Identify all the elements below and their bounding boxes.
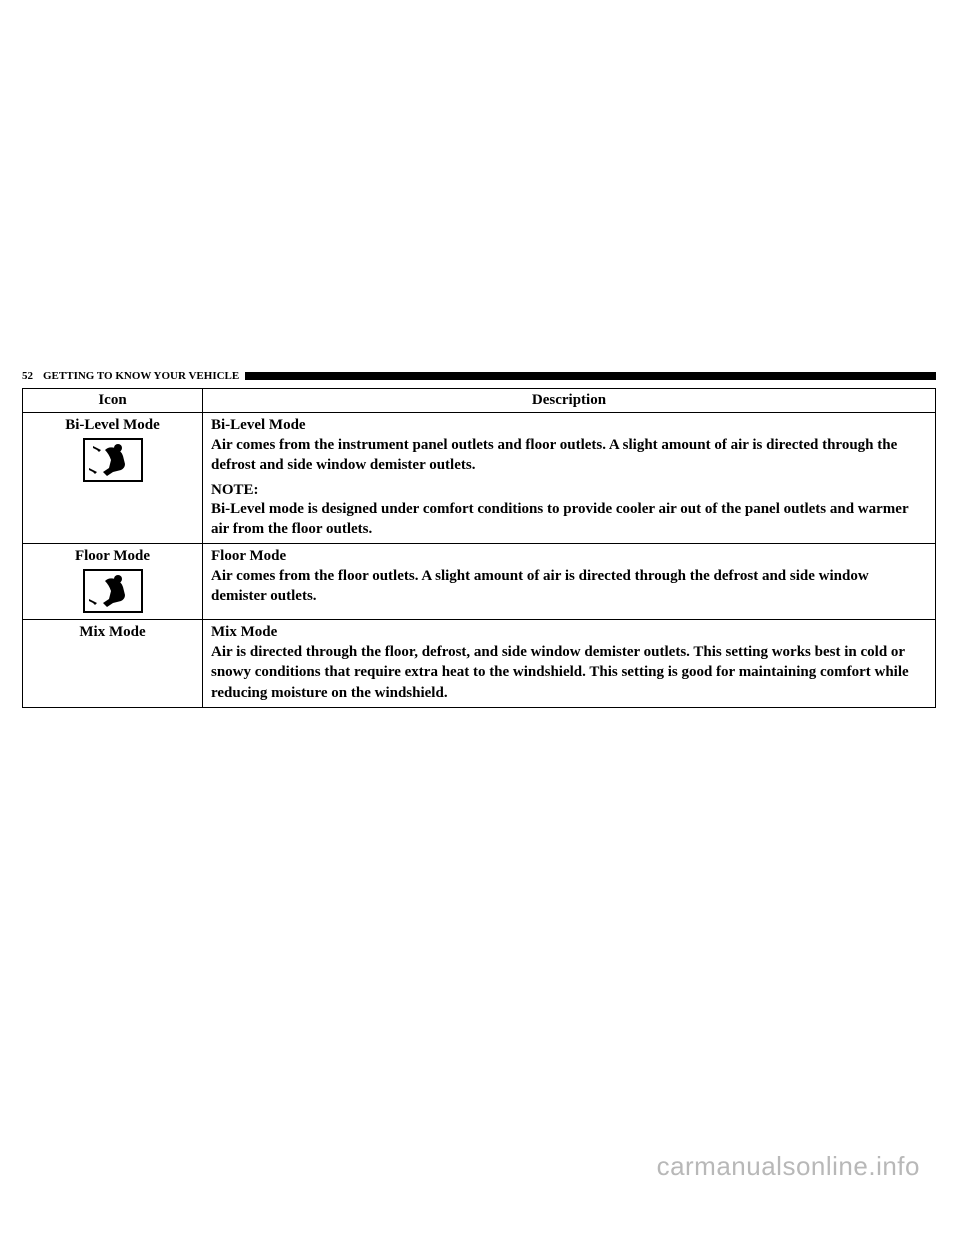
note-label: NOTE:: [211, 482, 927, 499]
page-content: 52 GETTING TO KNOW YOUR VEHICLE Icon Des…: [0, 0, 960, 708]
icon-label: Mix Mode: [31, 624, 194, 641]
description-cell: Bi-Level Mode Air comes from the instrum…: [203, 413, 936, 544]
description-title: Bi-Level Mode: [211, 417, 927, 434]
icon-cell: Bi-Level Mode: [23, 413, 203, 544]
description-body: Air comes from the instrument panel outl…: [211, 435, 927, 476]
description-cell: Mix Mode Air is directed through the flo…: [203, 620, 936, 708]
table-header-row: Icon Description: [23, 389, 936, 413]
mode-table: Icon Description Bi-Level Mode: [22, 388, 936, 708]
icon-cell: Floor Mode: [23, 544, 203, 620]
floor-mode-icon: [83, 569, 143, 613]
table-row: Mix Mode Mix Mode Air is directed throug…: [23, 620, 936, 708]
page-header: 52 GETTING TO KNOW YOUR VEHICLE: [22, 370, 936, 382]
description-body: Air is directed through the floor, defro…: [211, 642, 927, 703]
page-number: 52: [22, 370, 33, 382]
description-title: Floor Mode: [211, 548, 927, 565]
table-header-description: Description: [203, 389, 936, 413]
bi-level-mode-icon: [83, 438, 143, 482]
section-title: GETTING TO KNOW YOUR VEHICLE: [43, 370, 239, 382]
icon-label: Floor Mode: [31, 548, 194, 565]
watermark: carmanualsonline.info: [657, 1151, 920, 1182]
description-body: Air comes from the floor outlets. A slig…: [211, 566, 927, 607]
icon-cell: Mix Mode: [23, 620, 203, 708]
header-rule: [245, 372, 936, 380]
description-title: Mix Mode: [211, 624, 927, 641]
description-cell: Floor Mode Air comes from the floor outl…: [203, 544, 936, 620]
note-body: Bi-Level mode is designed under comfort …: [211, 499, 927, 540]
table-header-icon: Icon: [23, 389, 203, 413]
icon-label: Bi-Level Mode: [31, 417, 194, 434]
table-row: Floor Mode Floor Mode Air comes from the…: [23, 544, 936, 620]
table-row: Bi-Level Mode Bi-Level Mode Air comes fr…: [23, 413, 936, 544]
